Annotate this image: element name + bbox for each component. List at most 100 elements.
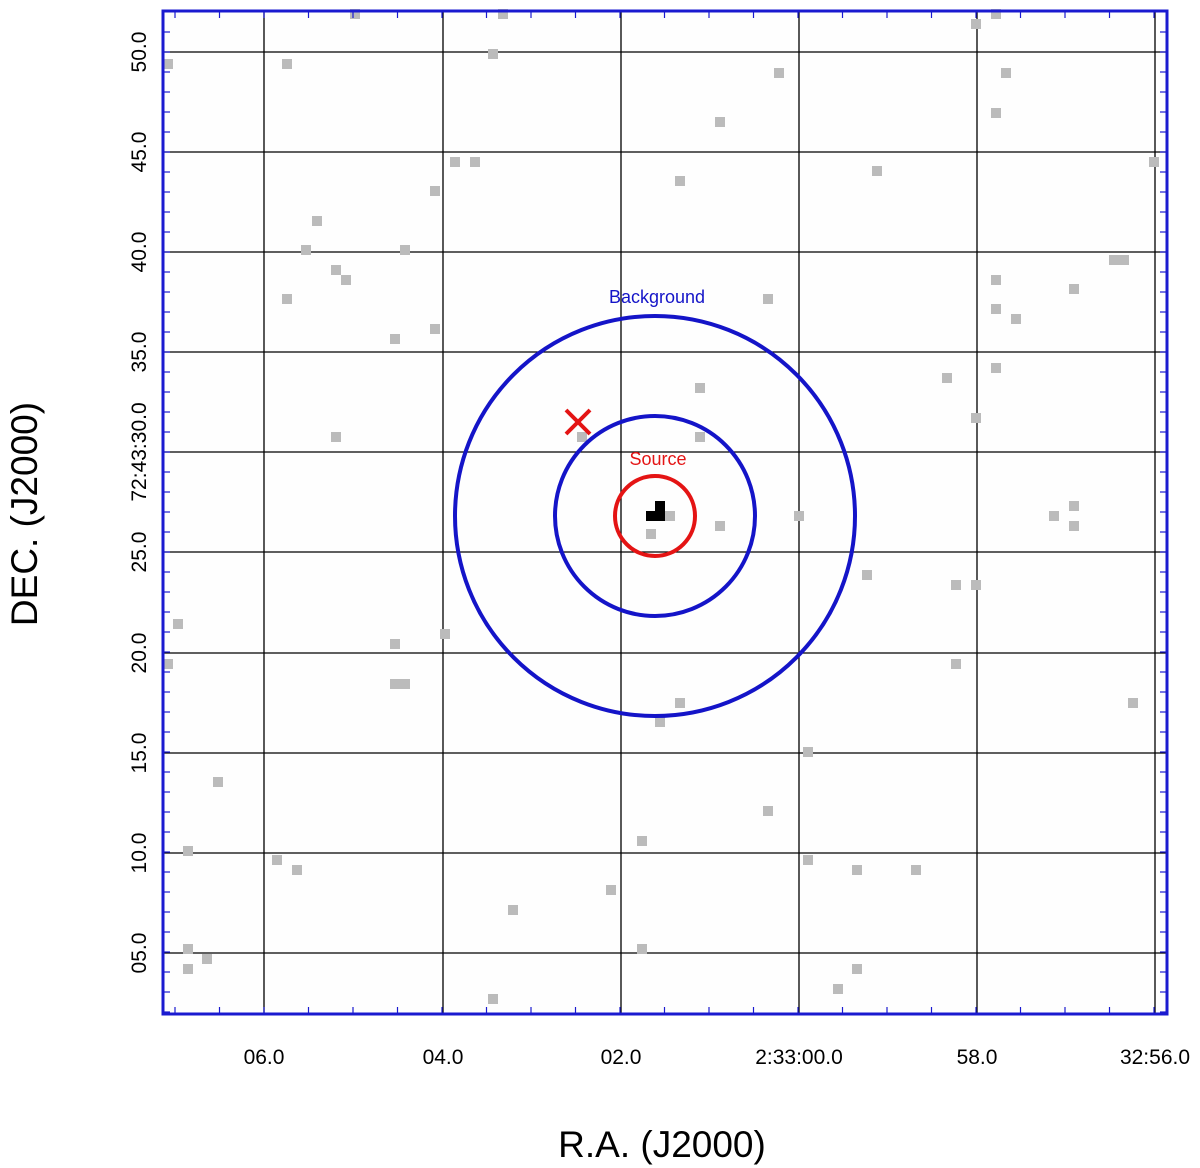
photon-pixel <box>695 383 705 393</box>
y-tick-label: 20.0 <box>128 633 151 674</box>
photon-pixel <box>1011 314 1021 324</box>
source-label: Source <box>629 449 686 469</box>
photon-pixel <box>971 413 981 423</box>
photon-pixel <box>715 521 725 531</box>
photon-pixel <box>606 885 616 895</box>
photon-pixel <box>202 954 212 964</box>
photon-pixel <box>1049 511 1059 521</box>
source-circle <box>613 474 697 558</box>
photon-pixel <box>301 245 311 255</box>
photon-pixel <box>272 855 282 865</box>
photon-pixel <box>173 619 183 629</box>
photon-pixel <box>675 698 685 708</box>
photon-pixel <box>1128 698 1138 708</box>
photon-pixel <box>951 659 961 669</box>
x-tick-label: 2:33:00.0 <box>755 1046 843 1069</box>
y-tick-label: 50.0 <box>128 32 151 73</box>
photon-pixel <box>1119 255 1129 265</box>
photon-pixel <box>951 580 961 590</box>
x-tick-labels: 06.0 04.0 02.0 2:33:00.0 58.0 32:56.0 <box>244 1046 1190 1069</box>
x-tick-label: 58.0 <box>957 1046 998 1069</box>
photon-pixel <box>390 679 400 689</box>
y-tick-label: 40.0 <box>128 232 151 273</box>
photon-pixel <box>852 865 862 875</box>
photon-pixel <box>665 511 675 521</box>
photon-pixel <box>1149 157 1159 167</box>
x-tick-label: 32:56.0 <box>1120 1046 1190 1069</box>
photon-pixel <box>763 294 773 304</box>
y-tick-label: 72:43:30.0 <box>128 402 151 501</box>
photon-pixel <box>991 275 1001 285</box>
photon-pixel <box>488 49 498 59</box>
photon-pixel <box>794 511 804 521</box>
bright-photon-pixel <box>646 511 656 521</box>
photon-pixel <box>646 529 656 539</box>
photon-pixel <box>991 9 1001 19</box>
photon-pixel <box>508 905 518 915</box>
photon-pixel <box>852 964 862 974</box>
cross-marker <box>564 408 592 436</box>
photon-pixel <box>430 186 440 196</box>
x-tick-label: 06.0 <box>244 1046 285 1069</box>
photon-pixel <box>400 679 410 689</box>
photon-pixel <box>991 363 1001 373</box>
photon-pixel <box>655 717 665 727</box>
photon-pixel <box>390 334 400 344</box>
photon-pixel <box>1109 255 1119 265</box>
photon-pixel <box>774 68 784 78</box>
photon-pixel <box>991 304 1001 314</box>
photon-pixel <box>498 9 508 19</box>
photon-pixel <box>715 117 725 127</box>
photon-pixel <box>350 9 360 19</box>
photon-pixel <box>637 836 647 846</box>
background-inner-circle <box>553 414 757 618</box>
photon-pixel <box>312 216 322 226</box>
photon-pixel <box>971 580 981 590</box>
photon-pixel <box>450 157 460 167</box>
photon-pixel <box>331 432 341 442</box>
photon-pixel <box>183 944 193 954</box>
x-axis-title: R.A. (J2000) <box>558 1124 766 1165</box>
bright-photon-pixel <box>655 511 665 521</box>
y-tick-label: 15.0 <box>128 733 151 774</box>
photon-pixel <box>1069 521 1079 531</box>
photon-pixel <box>183 846 193 856</box>
photon-pixel <box>872 166 882 176</box>
photon-pixel <box>803 747 813 757</box>
photon-pixel <box>440 629 450 639</box>
photon-pixel <box>470 157 480 167</box>
bright-photon-pixel <box>655 501 665 511</box>
photon-pixel <box>637 944 647 954</box>
photon-pixels <box>163 9 1159 1004</box>
photon-pixel <box>862 570 872 580</box>
photon-pixel <box>1069 284 1079 294</box>
photon-pixel <box>1001 68 1011 78</box>
photon-pixel <box>163 659 173 669</box>
photon-pixel <box>911 865 921 875</box>
photon-pixel <box>183 964 193 974</box>
photon-pixel <box>282 294 292 304</box>
background-outer-circle <box>453 314 857 718</box>
y-tick-label: 45.0 <box>128 132 151 173</box>
y-axis-title: DEC. (J2000) <box>4 402 45 626</box>
photon-pixel <box>577 432 587 442</box>
photon-pixel <box>282 59 292 69</box>
photon-pixel <box>833 984 843 994</box>
x-tick-label: 04.0 <box>423 1046 464 1069</box>
photon-pixel <box>430 324 440 334</box>
background-label: Background <box>609 287 705 307</box>
y-tick-label: 10.0 <box>128 833 151 874</box>
photon-pixel <box>991 108 1001 118</box>
plot-frame <box>161 9 1169 1016</box>
photon-pixel <box>488 994 498 1004</box>
photon-pixel <box>163 59 173 69</box>
photon-pixel <box>763 806 773 816</box>
photon-pixel <box>695 432 705 442</box>
photon-pixel <box>803 855 813 865</box>
y-tick-label: 05.0 <box>128 933 151 974</box>
photon-pixel <box>942 373 952 383</box>
photon-pixel <box>1069 501 1079 511</box>
photon-pixel <box>292 865 302 875</box>
photon-pixel <box>213 777 223 787</box>
